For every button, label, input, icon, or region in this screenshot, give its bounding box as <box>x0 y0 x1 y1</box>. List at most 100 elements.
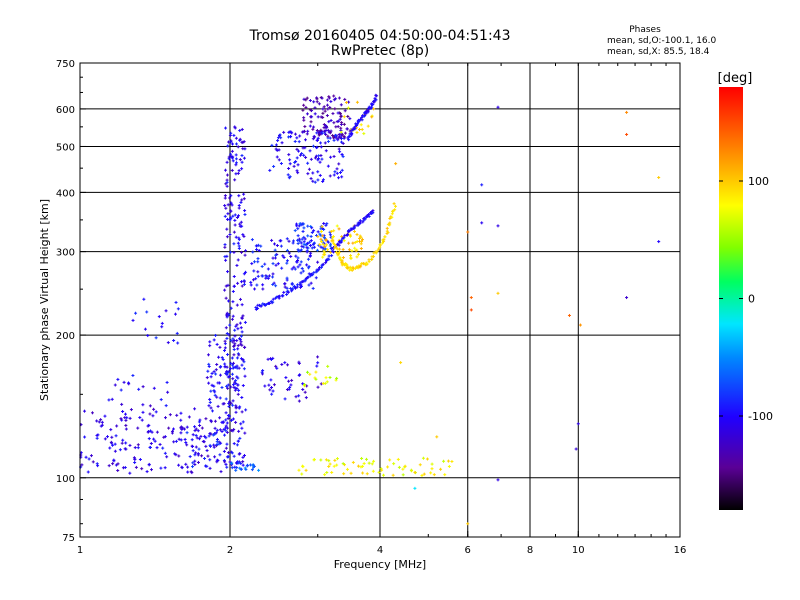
data-point <box>232 314 234 318</box>
data-point <box>447 459 449 463</box>
data-point <box>267 357 269 361</box>
data-point <box>235 136 237 140</box>
data-point <box>256 244 258 248</box>
data-point <box>328 120 330 124</box>
data-point <box>289 162 291 166</box>
data-point <box>334 107 336 111</box>
data-point <box>273 164 275 168</box>
data-point <box>260 304 262 308</box>
data-point <box>381 468 383 472</box>
data-point <box>226 465 228 469</box>
data-point <box>283 255 285 259</box>
data-point <box>363 111 365 115</box>
data-point <box>234 178 236 182</box>
data-point <box>307 257 309 261</box>
data-point <box>280 244 282 248</box>
data-point <box>241 330 243 334</box>
data-point <box>325 223 327 227</box>
data-point <box>191 438 193 442</box>
data-point <box>240 340 242 344</box>
data-point <box>233 242 235 246</box>
data-point <box>226 178 228 182</box>
data-point <box>253 260 255 264</box>
data-point <box>375 250 377 254</box>
data-point <box>337 242 339 246</box>
data-point <box>216 458 218 462</box>
data-point <box>378 470 380 474</box>
data-point <box>137 426 139 430</box>
data-point <box>340 115 342 119</box>
data-point <box>395 162 397 166</box>
data-point <box>243 156 245 160</box>
data-point <box>330 250 332 254</box>
data-point <box>351 227 353 231</box>
data-point <box>226 430 228 434</box>
data-point <box>132 374 134 378</box>
data-point <box>328 95 330 99</box>
data-point <box>371 211 373 215</box>
data-point <box>225 182 227 186</box>
data-point <box>371 102 373 106</box>
data-point <box>210 375 212 379</box>
data-point <box>350 256 352 260</box>
data-point <box>359 117 361 121</box>
data-point <box>209 344 211 348</box>
data-point <box>362 220 364 224</box>
data-point <box>298 149 300 153</box>
data-point <box>329 233 331 237</box>
data-point <box>138 387 140 391</box>
data-point <box>216 395 218 399</box>
data-point <box>207 353 209 357</box>
data-point <box>114 383 116 387</box>
data-point <box>236 364 238 368</box>
data-point <box>234 218 236 222</box>
data-point <box>324 382 326 386</box>
data-point <box>300 285 302 289</box>
data-point <box>317 170 319 174</box>
data-point <box>192 433 194 437</box>
data-point <box>243 140 245 144</box>
data-point <box>226 421 228 425</box>
data-point <box>338 176 340 180</box>
data-point <box>336 224 338 228</box>
data-point <box>236 466 238 470</box>
data-point <box>323 221 325 225</box>
data-point <box>232 340 234 344</box>
data-point <box>303 226 305 230</box>
data-point <box>139 416 141 420</box>
data-point <box>251 262 253 266</box>
data-point <box>269 301 271 305</box>
data-point <box>218 355 220 359</box>
data-point <box>327 107 329 111</box>
data-point <box>175 453 177 457</box>
data-point <box>277 136 279 140</box>
data-point <box>243 192 245 196</box>
data-point <box>239 138 241 142</box>
data-point <box>326 103 328 107</box>
data-point <box>307 129 309 133</box>
data-point <box>208 381 210 385</box>
data-point <box>229 233 231 237</box>
data-point <box>225 446 227 450</box>
data-point <box>357 464 359 468</box>
data-point <box>214 426 216 430</box>
data-point <box>241 160 243 164</box>
data-point <box>368 105 370 109</box>
data-point <box>255 305 257 309</box>
data-point <box>232 383 234 387</box>
data-point <box>187 470 189 474</box>
data-point <box>353 126 355 130</box>
y-tick-label: 600 <box>56 105 75 116</box>
data-point <box>301 244 303 248</box>
data-point <box>120 417 122 421</box>
data-point <box>626 110 628 114</box>
data-point <box>205 417 207 421</box>
data-point <box>177 307 179 311</box>
data-point <box>180 411 182 415</box>
data-point <box>375 98 377 102</box>
data-point <box>241 198 243 202</box>
data-point <box>387 231 389 235</box>
data-point <box>389 458 391 462</box>
data-point <box>226 254 228 258</box>
data-point <box>178 463 180 467</box>
